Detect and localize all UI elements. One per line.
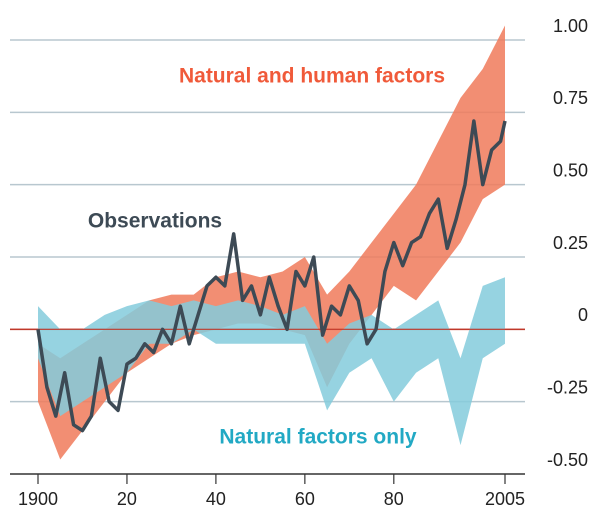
y-tick-label: 0.50: [553, 160, 588, 180]
y-tick-label: 0.25: [553, 233, 588, 253]
series-label: Natural and human factors: [179, 65, 445, 88]
x-tick-label: 1900: [18, 489, 58, 509]
observation-line: [36, 119, 507, 433]
y-tick-label: -0.25: [547, 377, 588, 397]
y-tick-label: -0.50: [547, 450, 588, 470]
y-tick-label: 1.00: [553, 16, 588, 36]
series-label: Natural factors only: [219, 426, 417, 449]
x-tick-label: 2005: [485, 489, 525, 509]
y-tick-label: 0: [578, 305, 588, 325]
band: [38, 277, 505, 446]
y-tick-label: 0.75: [553, 88, 588, 108]
series-label: Observations: [88, 210, 222, 233]
x-tick-label: 60: [295, 489, 315, 509]
x-tick-label: 80: [384, 489, 404, 509]
x-tick-label: 40: [206, 489, 226, 509]
x-tick-label: 20: [117, 489, 137, 509]
